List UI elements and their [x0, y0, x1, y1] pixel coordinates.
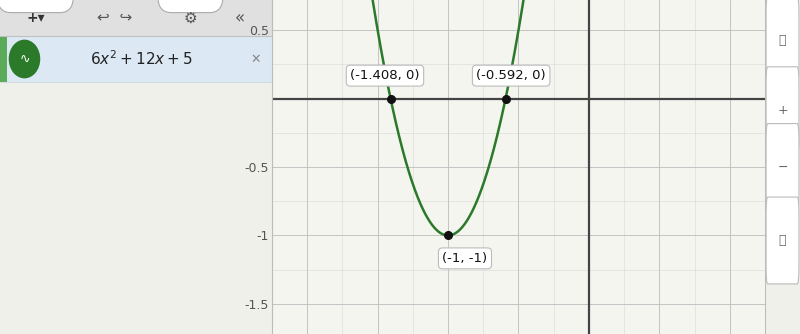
- FancyBboxPatch shape: [766, 0, 799, 84]
- FancyBboxPatch shape: [766, 124, 799, 210]
- FancyBboxPatch shape: [0, 36, 272, 82]
- FancyBboxPatch shape: [0, 0, 272, 36]
- Text: ↩  ↪: ↩ ↪: [97, 10, 132, 25]
- Text: ✕: ✕: [250, 52, 261, 65]
- Text: $6x^2 + 12x + 5$: $6x^2 + 12x + 5$: [90, 50, 193, 68]
- Text: ⚙: ⚙: [183, 10, 198, 25]
- FancyBboxPatch shape: [766, 67, 799, 154]
- Circle shape: [9, 40, 40, 78]
- Text: «: «: [234, 9, 245, 27]
- Text: ∿: ∿: [19, 52, 30, 65]
- FancyBboxPatch shape: [766, 197, 799, 284]
- Text: +: +: [777, 104, 788, 117]
- Text: +▾: +▾: [26, 11, 45, 25]
- FancyBboxPatch shape: [158, 0, 223, 13]
- Text: (-0.592, 0): (-0.592, 0): [476, 69, 546, 82]
- Text: (-1, -1): (-1, -1): [442, 252, 487, 265]
- Text: 🔧: 🔧: [778, 34, 786, 46]
- Text: 🏠: 🏠: [778, 234, 786, 247]
- Text: (-1.408, 0): (-1.408, 0): [350, 69, 420, 82]
- FancyBboxPatch shape: [0, 36, 6, 82]
- Text: −: −: [778, 161, 788, 173]
- FancyBboxPatch shape: [0, 0, 74, 13]
